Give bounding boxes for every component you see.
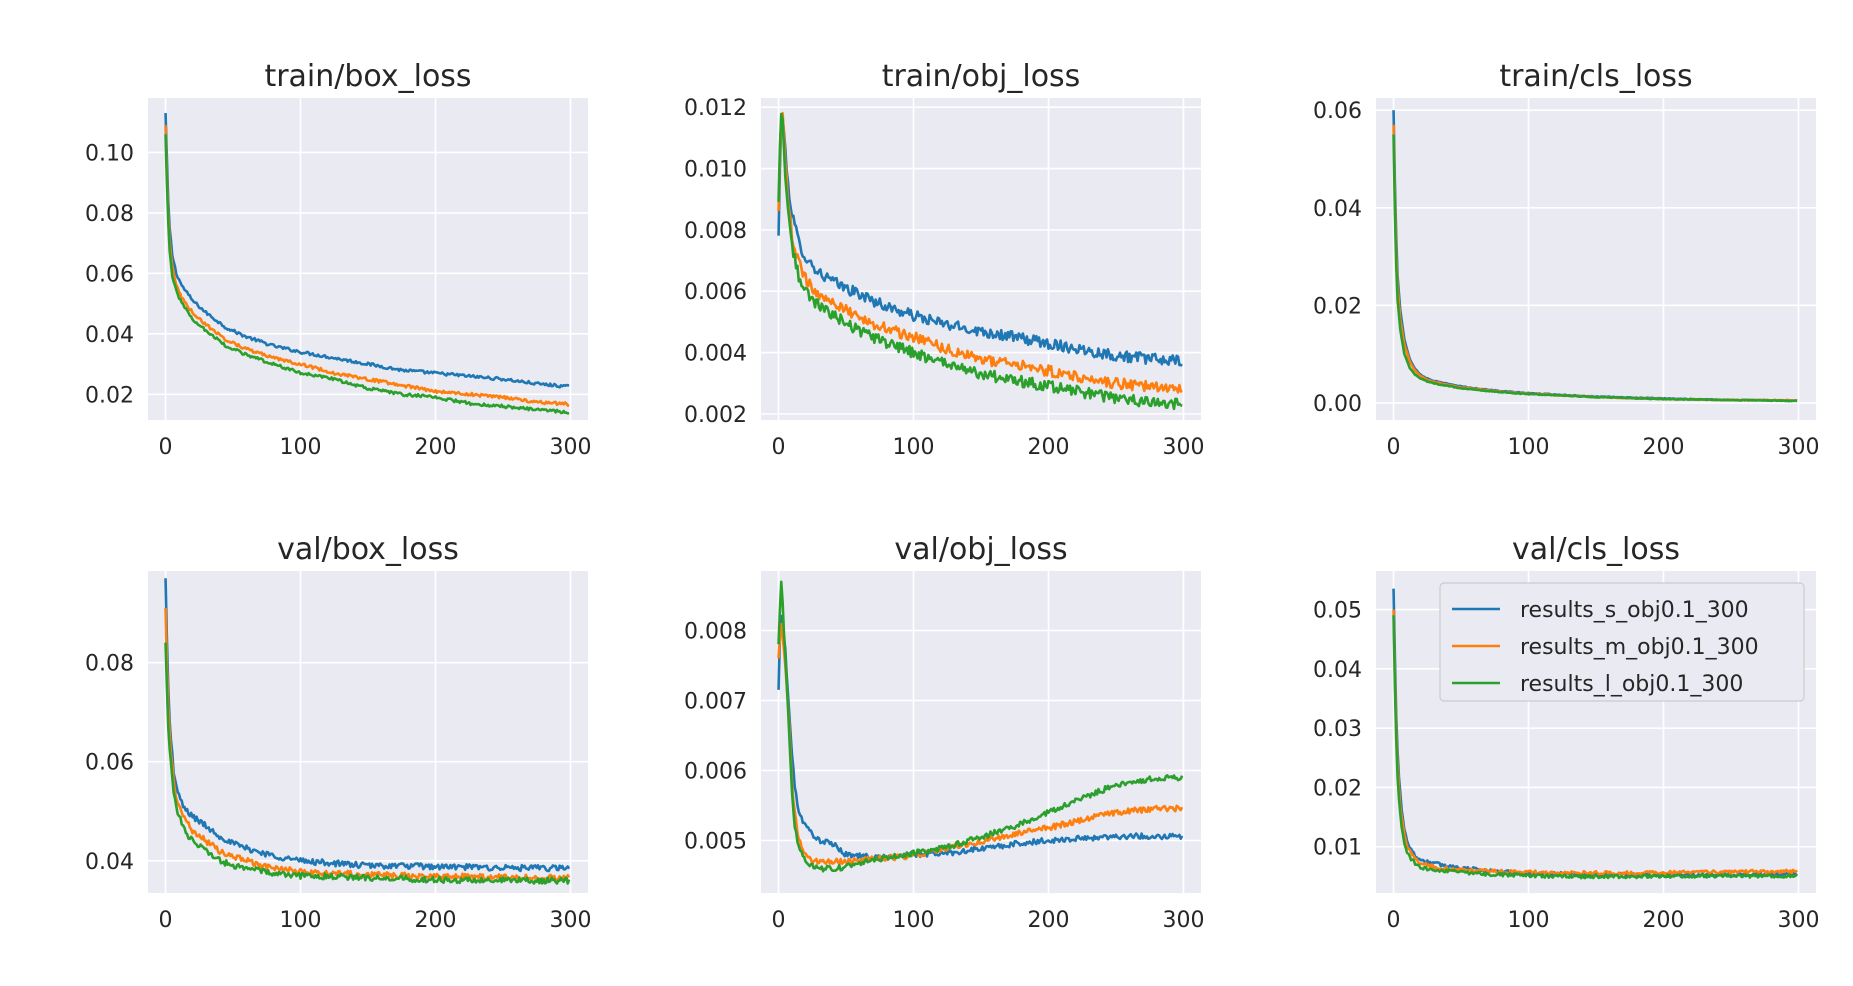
y-tick-label: 0.08	[85, 202, 134, 227]
subplot-title: val/obj_loss	[894, 532, 1067, 567]
subplot-val-box_loss: 0 100 200 300 0.04 0.06 0.08 val/box_loss	[85, 532, 591, 933]
y-tick-label: 0.06	[1313, 99, 1362, 124]
subplot-train-cls_loss: 0 100 200 300 0.00 0.02 0.04 0.06 train/cls_loss	[1313, 59, 1819, 460]
x-tick-label: 300	[549, 435, 591, 460]
y-tick-label: 0.008	[684, 620, 747, 645]
series-line-results_l_obj0.1_300	[164, 642, 571, 885]
plot-background	[761, 571, 1201, 893]
series-line-results_m_obj0.1_300	[777, 111, 1183, 394]
x-tick-label: 300	[1777, 908, 1819, 933]
x-tick-label: 100	[280, 435, 322, 460]
x-tick-label: 300	[1777, 435, 1819, 460]
y-tick-label: 0.005	[684, 830, 747, 855]
series-line-results_l_obj0.1_300	[1392, 615, 1799, 880]
x-tick-label: 0	[772, 435, 786, 460]
y-tick-label: 0.06	[85, 751, 134, 776]
x-tick-label: 200	[414, 435, 456, 460]
subplot-title: val/box_loss	[277, 532, 459, 567]
subplot-title: val/cls_loss	[1512, 532, 1680, 567]
x-tick-label: 100	[280, 908, 322, 933]
subplot-val-obj_loss: 0 100 200 300 0.005 0.006 0.007 0.008 val/obj_lo…	[684, 532, 1204, 933]
y-tick-label: 0.02	[85, 383, 134, 408]
x-tick-label: 200	[414, 908, 456, 933]
x-tick-label: 0	[1387, 435, 1401, 460]
y-tick-label: 0.02	[1313, 776, 1362, 801]
series-line-results_l_obj0.1_300	[777, 580, 1184, 873]
plot-background	[1376, 98, 1816, 420]
x-tick-label: 100	[1508, 435, 1550, 460]
y-tick-label: 0.06	[85, 262, 134, 287]
legend: results_s_obj0.1_300 results_m_obj0.1_300…	[1439, 582, 1805, 702]
x-tick-label: 200	[1642, 908, 1684, 933]
x-tick-label: 0	[772, 908, 786, 933]
series-line-results_s_obj0.1_300	[164, 113, 570, 389]
subplot-title: train/box_loss	[264, 59, 471, 94]
x-tick-label: 300	[1162, 908, 1204, 933]
series-line-results_m_obj0.1_300	[164, 125, 570, 407]
y-tick-label: 0.02	[1313, 294, 1362, 319]
y-tick-label: 0.03	[1313, 717, 1362, 742]
y-tick-label: 0.04	[1313, 197, 1362, 222]
y-tick-label: 0.008	[684, 219, 747, 244]
x-tick-label: 200	[1642, 435, 1684, 460]
y-tick-label: 0.007	[684, 690, 747, 715]
series-line-results_m_obj0.1_300	[777, 622, 1184, 866]
series-line-results_l_obj0.1_300	[777, 112, 1183, 411]
y-tick-label: 0.006	[684, 280, 747, 305]
x-tick-label: 200	[1027, 908, 1069, 933]
y-tick-label: 0.010	[684, 158, 747, 183]
y-tick-label: 0.10	[85, 141, 134, 166]
series-line-results_l_obj0.1_300	[1392, 134, 1798, 403]
y-tick-label: 0.04	[1313, 658, 1362, 683]
y-tick-label: 0.004	[684, 342, 747, 367]
subplot-title: train/cls_loss	[1499, 59, 1692, 94]
legend-box	[1439, 582, 1805, 702]
x-tick-label: 300	[549, 908, 591, 933]
plot-background	[761, 98, 1201, 420]
x-tick-label: 100	[893, 435, 935, 460]
series-line-results_s_obj0.1_300	[777, 614, 1184, 862]
y-tick-label: 0.04	[85, 323, 134, 348]
y-tick-label: 0.04	[85, 850, 134, 875]
legend-label: results_m_obj0.1_300	[1520, 635, 1759, 660]
y-tick-label: 0.006	[684, 760, 747, 785]
x-tick-label: 0	[159, 435, 173, 460]
series-line-results_m_obj0.1_300	[164, 607, 571, 882]
x-tick-label: 100	[893, 908, 935, 933]
series-line-results_s_obj0.1_300	[777, 116, 1183, 367]
y-tick-label: 0.00	[1313, 392, 1362, 417]
y-tick-label: 0.08	[85, 652, 134, 677]
x-tick-label: 100	[1508, 908, 1550, 933]
subplot-title: train/obj_loss	[882, 59, 1081, 94]
x-tick-label: 0	[1387, 908, 1401, 933]
y-tick-label: 0.012	[684, 96, 747, 121]
series-line-results_s_obj0.1_300	[164, 578, 571, 873]
plot-background	[148, 98, 588, 420]
y-tick-label: 0.01	[1313, 836, 1362, 861]
subplot-train-box_loss: 0 100 200 300 0.02 0.04 0.06 0.08 0.10 train/box_…	[85, 59, 591, 460]
legend-label: results_l_obj0.1_300	[1520, 672, 1743, 697]
x-tick-label: 300	[1162, 435, 1204, 460]
y-tick-label: 0.05	[1313, 599, 1362, 624]
subplot-train-obj_loss: 0 100 200 300 0.002 0.004 0.006 0.008 0.010 0.012…	[684, 59, 1204, 460]
x-tick-label: 200	[1027, 435, 1069, 460]
legend-label: results_s_obj0.1_300	[1520, 598, 1749, 623]
x-tick-label: 0	[159, 908, 173, 933]
y-tick-label: 0.002	[684, 403, 747, 428]
series-line-results_l_obj0.1_300	[164, 134, 570, 415]
